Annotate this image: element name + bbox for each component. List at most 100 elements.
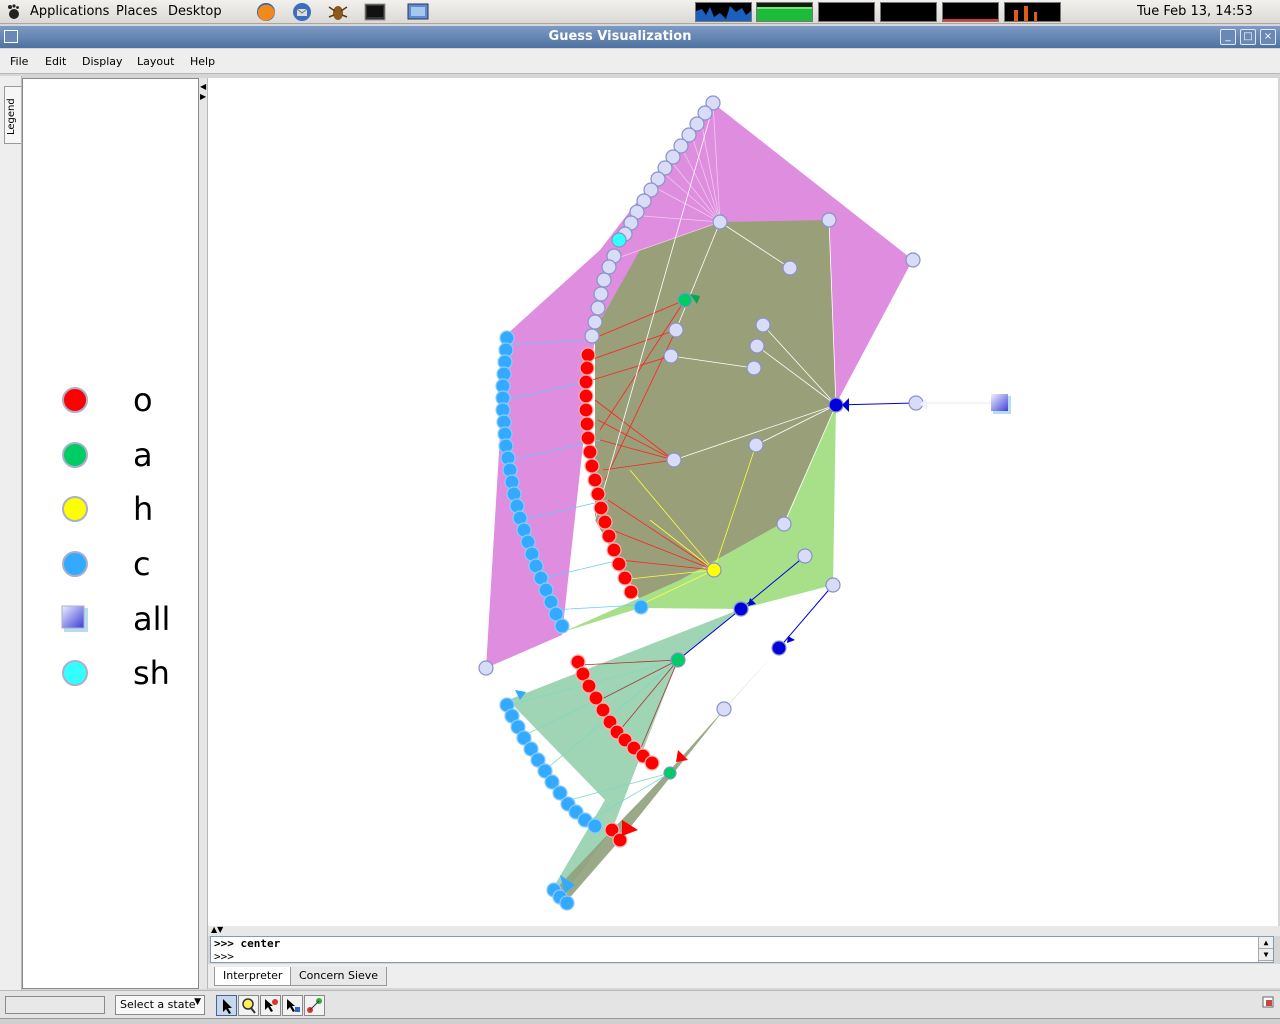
thunderbird-icon[interactable] — [290, 1, 314, 23]
menu-display[interactable]: Display — [82, 55, 123, 68]
console-tabs: Interpreter Concern Sieve — [208, 964, 1280, 988]
legend-label-a: a — [133, 436, 153, 474]
top-panel: Applications Places Desktop Tue Feb 13, … — [0, 0, 1280, 24]
legend-tab-label: Legend — [6, 98, 17, 135]
edges-white — [564, 109, 914, 626]
memory-monitor[interactable] — [756, 2, 813, 22]
legend-tab-strip — [0, 76, 22, 990]
window-menu-icon[interactable] — [4, 30, 18, 43]
pointer-icon — [223, 999, 232, 1014]
swap-monitor[interactable] — [880, 2, 937, 22]
nodes-blue-arc — [495, 330, 649, 634]
legend-label-sh: sh — [133, 654, 170, 692]
window-titlebar[interactable]: Guess Visualization _ □ × — [0, 26, 1280, 48]
taskbar-strip — [0, 1018, 1280, 1024]
arrowheads — [515, 294, 927, 893]
cluster-hull-teal — [508, 609, 741, 900]
node-a-lower-2[interactable] — [663, 766, 677, 780]
console-line-2: >>> — [214, 950, 234, 963]
divider-up-icon[interactable]: ▲▼ — [211, 925, 224, 934]
zoom-icon — [242, 998, 256, 1014]
menu-layout[interactable]: Layout — [137, 55, 175, 68]
window-title: Guess Visualization — [548, 29, 692, 44]
nodes-lower-red — [570, 654, 660, 848]
scroll-down-icon[interactable]: ▼ — [1259, 949, 1273, 961]
drag-tool-button[interactable] — [282, 995, 303, 1016]
state-select-value: Select a state — [120, 998, 196, 1011]
close-button[interactable]: × — [1260, 29, 1276, 45]
legend-entry-a: a — [61, 435, 196, 475]
legend-label-h: h — [133, 490, 154, 528]
node-sh[interactable] — [611, 232, 627, 248]
console-divider[interactable]: ▲▼ — [208, 925, 1280, 936]
menu-edit[interactable]: Edit — [45, 55, 67, 68]
legend-entry-sh: sh — [61, 653, 196, 693]
minimize-button[interactable]: _ — [1220, 29, 1236, 45]
legend-swatch-c — [62, 551, 88, 577]
legend-entry-c: c — [61, 544, 196, 584]
maximize-button[interactable]: □ — [1240, 29, 1256, 45]
cpu-monitor[interactable] — [695, 2, 752, 22]
gnome-foot-icon[interactable] — [6, 4, 20, 20]
scroll-up-icon[interactable]: ▲ — [1259, 937, 1273, 949]
state-select[interactable]: Select a state ▼ — [115, 995, 205, 1015]
cluster-hull-green — [563, 405, 836, 632]
nodes-lower-blue — [499, 697, 603, 911]
status-field — [5, 996, 105, 1014]
places-menu[interactable]: Places — [116, 4, 158, 19]
node-blue-mid[interactable] — [733, 601, 749, 617]
graph-canvas[interactable] — [208, 78, 1278, 926]
interpreter-console[interactable]: >>> center >>> ▲ ▼ — [210, 936, 1274, 963]
edges-darkred-fan — [579, 659, 679, 751]
chevron-down-icon: ▼ — [194, 997, 201, 1007]
legend-swatch-h — [62, 496, 88, 522]
load-monitor[interactable] — [942, 2, 999, 22]
collapse-left-icon[interactable]: ◀ — [200, 82, 207, 91]
legend-swatch-o — [62, 387, 88, 413]
network-monitor[interactable] — [818, 2, 875, 22]
legend-label-c: c — [133, 545, 151, 583]
menubar: File Edit Display Layout Help — [0, 49, 1280, 74]
node-edit-tool-button[interactable] — [260, 995, 281, 1016]
applications-menu[interactable]: Applications — [30, 4, 110, 19]
screen-icon[interactable] — [406, 1, 430, 23]
legend-panel: o a h c all sh — [22, 78, 199, 989]
drag-icon — [287, 999, 300, 1012]
legend-swatch-all — [61, 605, 88, 632]
menu-help[interactable]: Help — [190, 55, 216, 68]
legend-label-all: all — [133, 600, 171, 638]
legend-entry-o: o — [61, 380, 196, 420]
bug-icon[interactable] — [326, 1, 350, 23]
zoom-tool-button[interactable] — [238, 995, 259, 1016]
expand-right-icon[interactable]: ▶ — [200, 92, 207, 101]
legend-label-o: o — [133, 381, 153, 419]
node-a-lower[interactable] — [670, 652, 686, 668]
node-all[interactable] — [991, 394, 1011, 414]
node-blue-hub[interactable] — [828, 397, 844, 413]
nodes-top-arc — [584, 95, 721, 344]
edges-yellow — [619, 444, 757, 606]
legend-splitter[interactable]: ◀ ▶ — [199, 78, 208, 989]
pointer-tool-button[interactable] — [216, 995, 237, 1016]
console-scrollbar[interactable]: ▲ ▼ — [1258, 937, 1273, 962]
node-h[interactable] — [706, 562, 722, 578]
legend-tab[interactable]: Legend — [4, 86, 21, 144]
disk-monitor[interactable] — [1004, 2, 1061, 22]
terminal-icon[interactable] — [363, 1, 387, 23]
node-a-top[interactable] — [677, 292, 693, 308]
console-line-1: >>> center — [214, 937, 281, 950]
legend-swatch-sh — [62, 660, 88, 686]
legend-swatch-a — [62, 442, 88, 468]
edge-tool-button[interactable] — [304, 995, 325, 1016]
clock[interactable]: Tue Feb 13, 14:53 — [1137, 4, 1253, 19]
legend-entry-all: all — [61, 599, 196, 639]
status-corner-icon[interactable] — [1262, 996, 1274, 1008]
node-blue-low[interactable] — [771, 640, 787, 656]
tab-interpreter[interactable]: Interpreter — [214, 967, 292, 986]
tab-concern-sieve[interactable]: Concern Sieve — [290, 967, 388, 986]
legend-entry-h: h — [61, 489, 196, 529]
desktop-menu[interactable]: Desktop — [168, 4, 222, 19]
edge-tool-icon — [307, 998, 322, 1013]
firefox-icon[interactable] — [254, 1, 278, 23]
menu-file[interactable]: File — [10, 55, 29, 68]
